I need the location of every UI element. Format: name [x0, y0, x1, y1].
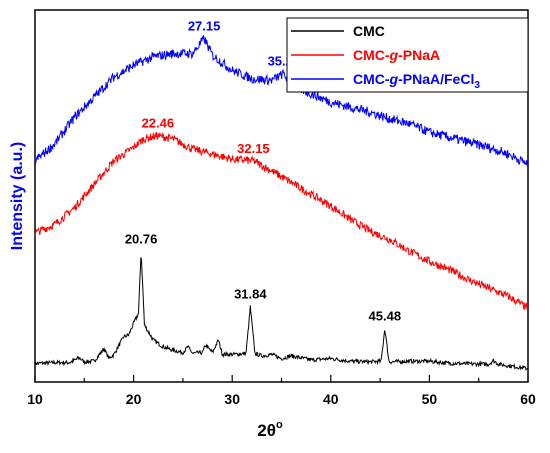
- x-axis-label-sup: o: [276, 419, 283, 431]
- legend-label-cmc-g-pnaa: CMC-g-PNaA: [353, 47, 440, 63]
- series-line-cmc-g-pnaa-fecl3: [34, 35, 529, 167]
- series-layer: [34, 35, 529, 371]
- series-line-cmc: [34, 257, 529, 371]
- y-axis-label: Intensity (a.u.): [9, 142, 26, 250]
- legend-label-cmc-g-pnaa-fecl3: CMC-g-PNaA/FeCl3: [353, 71, 480, 91]
- x-tick-label-60: 60: [520, 391, 536, 407]
- x-tick-label-10: 10: [27, 391, 43, 407]
- x-tick-label-50: 50: [422, 391, 438, 407]
- peak-label-22-46: 22.46: [142, 116, 175, 131]
- x-tick-label-20: 20: [126, 391, 142, 407]
- x-tick-label-30: 30: [224, 391, 240, 407]
- legend-label-cmc: CMC: [353, 23, 385, 39]
- peak-label-20-76: 20.76: [125, 231, 158, 246]
- x-tick-label-40: 40: [323, 391, 339, 407]
- legend: CMC CMC-g-PNaA CMC-g-PNaA/FeCl3: [286, 17, 529, 93]
- peak-label-27-15: 27.15: [188, 18, 221, 33]
- peak-label-45-48: 45.48: [369, 308, 402, 323]
- peak-label-32-15: 32.15: [237, 141, 270, 156]
- x-axis-label-main: 2θ: [257, 421, 276, 440]
- x-axis-ticks: 10 20 30 40 50 60: [27, 375, 536, 407]
- peak-label-31-84: 31.84: [234, 287, 267, 302]
- series-line-cmc-g-pnaa: [34, 131, 529, 311]
- x-axis-label: 2θo: [257, 419, 283, 440]
